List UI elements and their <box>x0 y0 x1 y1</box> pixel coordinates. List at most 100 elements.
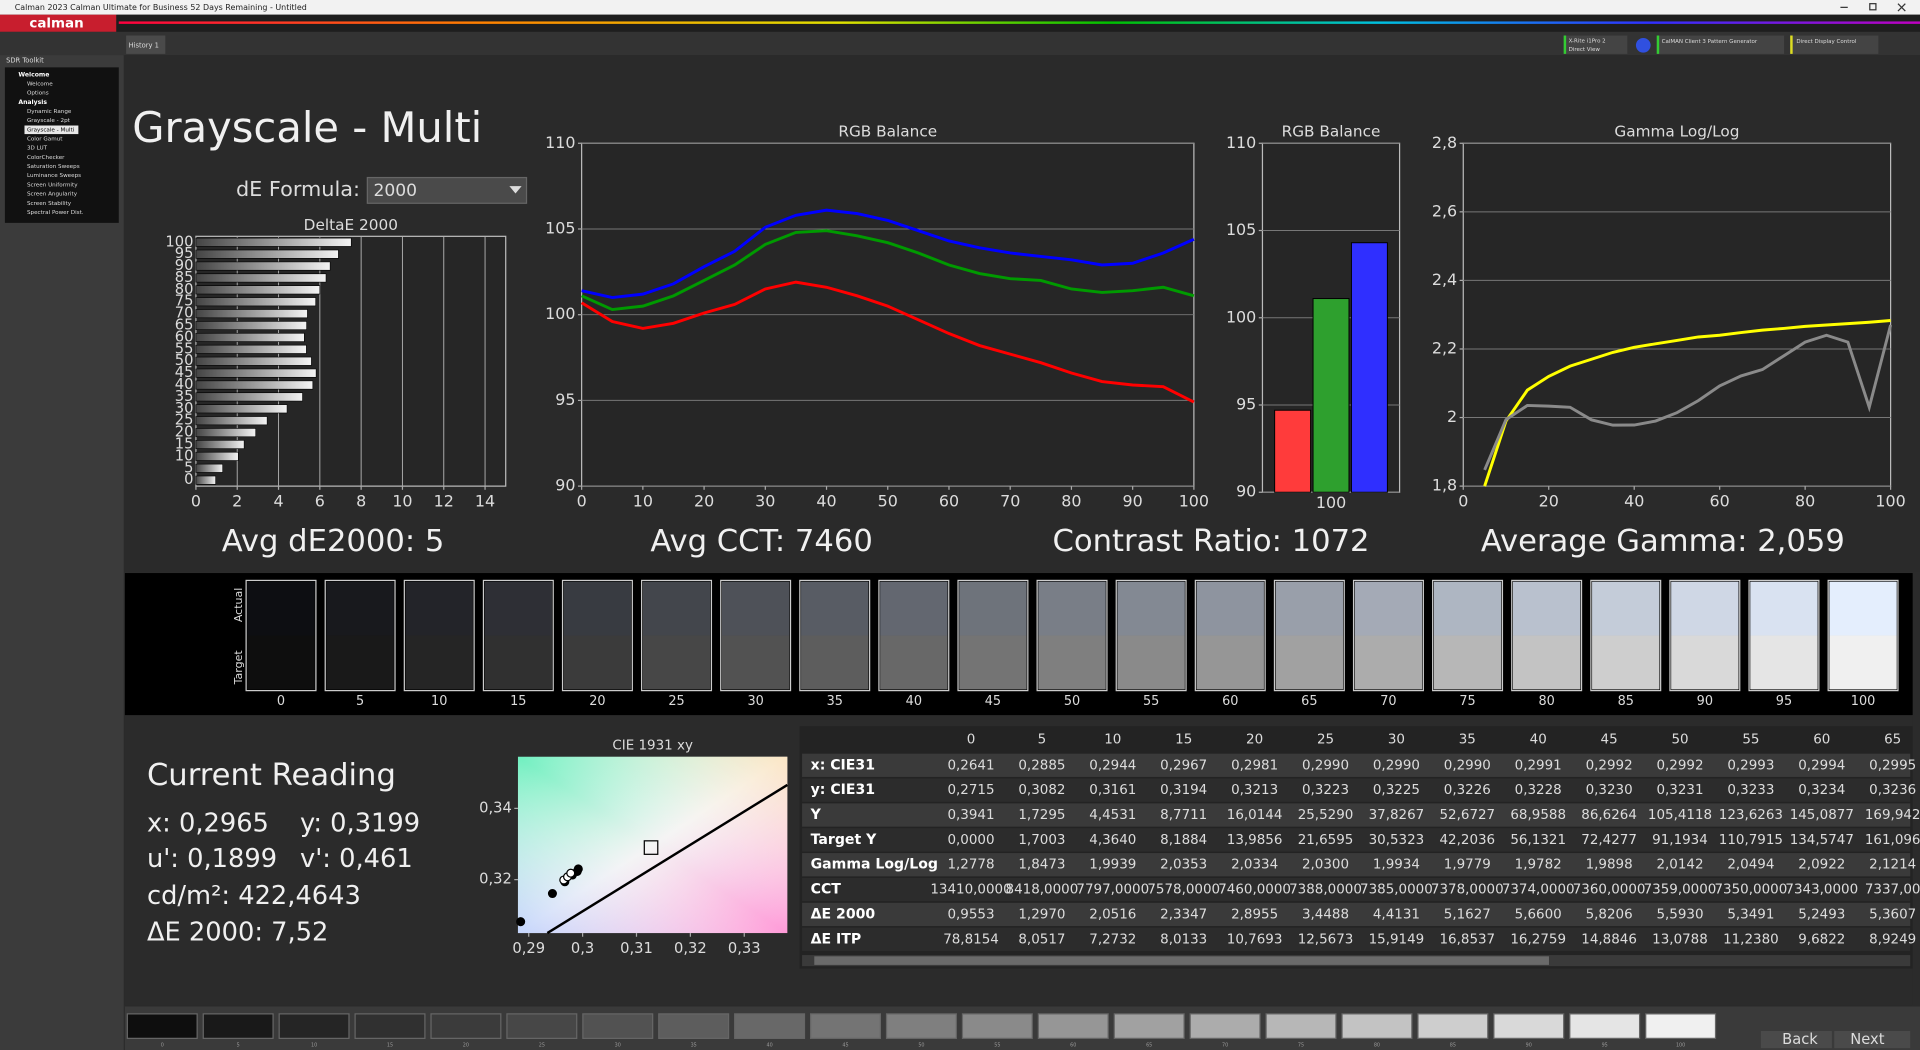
table-cell: 9,6822 <box>1798 932 1845 947</box>
table-cell: 5,3491 <box>1727 907 1774 922</box>
tab[interactable] <box>126 35 166 54</box>
table-cell: 3,4488 <box>1302 907 1349 922</box>
swatch-label: 85 <box>1618 694 1634 709</box>
tree-group[interactable]: Analysis <box>18 99 47 106</box>
row-header: ΔE 2000 <box>811 906 876 922</box>
strip-label: 30 <box>615 1043 621 1049</box>
formula-dropdown[interactable] <box>366 176 528 204</box>
tree-item[interactable]: Options <box>27 91 49 97</box>
dropdown-arrow <box>509 186 522 194</box>
strip-swatch[interactable] <box>1417 1013 1489 1039</box>
strip-swatch[interactable] <box>278 1013 350 1039</box>
next-label[interactable]: Next <box>1850 1031 1884 1048</box>
table-cell: 161,096 <box>1865 833 1920 848</box>
strip-swatch[interactable] <box>430 1013 502 1039</box>
x-tick-label: 0,31 <box>620 940 653 957</box>
table-cell: 1,9939 <box>1089 858 1136 873</box>
formula-value[interactable]: 2000 <box>373 181 417 201</box>
window-controls[interactable] <box>1840 3 1906 12</box>
table-cell: 1,9779 <box>1444 858 1491 873</box>
tree-group[interactable]: Welcome <box>18 72 49 79</box>
target-swatch <box>563 635 632 690</box>
target-swatch <box>1275 635 1344 690</box>
tree-item[interactable]: 3D LUT <box>27 146 48 152</box>
strip-swatch[interactable] <box>1569 1013 1641 1039</box>
table-row <box>802 753 1911 777</box>
column-header: 60 <box>1813 733 1830 748</box>
tree-item[interactable]: Dynamic Range <box>27 109 72 115</box>
back-label[interactable]: Back <box>1782 1031 1818 1048</box>
table-cell: 0,2995 <box>1869 758 1916 773</box>
swatch-label: 65 <box>1301 694 1317 709</box>
table-cell: 2,0922 <box>1798 858 1845 873</box>
strip-swatch[interactable] <box>354 1013 426 1039</box>
meter-icon[interactable] <box>1635 37 1651 53</box>
bar <box>195 463 224 473</box>
tree-item[interactable]: Screen Stability <box>27 201 72 207</box>
strip-swatch[interactable] <box>1341 1013 1413 1039</box>
y-tick-label: 90 <box>1236 482 1256 501</box>
meter-label[interactable]: X-Rite i1Pro 2 <box>1569 39 1606 45</box>
swatch-frame <box>1590 579 1662 692</box>
table-row <box>802 853 1911 877</box>
strip-swatch[interactable] <box>202 1013 274 1039</box>
strip-swatch[interactable] <box>1037 1013 1109 1039</box>
table-row <box>802 927 1911 951</box>
strip-swatch[interactable] <box>1493 1013 1565 1039</box>
tab-label[interactable]: History 1 <box>129 41 159 49</box>
strip-swatch[interactable] <box>506 1013 578 1039</box>
strip-swatch[interactable] <box>582 1013 654 1039</box>
back-button[interactable] <box>1760 1031 1832 1049</box>
table-cell: 2,0300 <box>1302 858 1349 873</box>
swatch-frame <box>1669 579 1741 692</box>
table-cell: 7359,0000 <box>1644 883 1717 898</box>
table-cell: 0,2990 <box>1444 758 1491 773</box>
strip-swatch[interactable] <box>126 1013 198 1039</box>
display-box[interactable] <box>1790 35 1879 54</box>
target-swatch <box>1592 635 1660 690</box>
table-cell: 7797,0000 <box>1076 883 1149 898</box>
bar <box>195 368 317 378</box>
table-cell: 78,8154 <box>943 932 999 947</box>
table-cell: 1,7003 <box>1018 833 1065 848</box>
strip-swatch[interactable] <box>734 1013 806 1039</box>
strip-swatch[interactable] <box>658 1013 730 1039</box>
scroll-thumb[interactable] <box>814 956 1549 965</box>
tree-item[interactable]: Grayscale - Multi <box>27 127 75 133</box>
swatch-label: 100 <box>1851 694 1876 709</box>
tree-item[interactable]: Luminance Sweeps <box>27 173 81 179</box>
table-cell: 5,6600 <box>1515 907 1562 922</box>
next-button[interactable] <box>1834 1031 1911 1049</box>
strip-swatch[interactable] <box>1189 1013 1261 1039</box>
x-tick-label: 40 <box>816 492 836 511</box>
tree-item[interactable]: Saturation Sweeps <box>27 164 80 170</box>
strip-swatch[interactable] <box>810 1013 882 1039</box>
tree-item[interactable]: Spectral Power Dist. <box>27 210 84 216</box>
x-tick-label: 0,29 <box>512 940 545 957</box>
actual-swatch <box>959 581 1027 636</box>
generator-box[interactable] <box>1656 35 1785 54</box>
strip-swatch[interactable] <box>1113 1013 1185 1039</box>
column-header: 45 <box>1601 733 1618 748</box>
swatch-label: 55 <box>1143 694 1159 709</box>
strip-swatch[interactable] <box>1645 1013 1717 1039</box>
tree-item[interactable]: Welcome <box>27 81 53 87</box>
y-tick-label: 5 <box>184 459 193 476</box>
table-cell: 0,3236 <box>1869 783 1916 798</box>
meter-box[interactable] <box>1563 35 1628 54</box>
tree-item[interactable]: Color Gamut <box>27 136 63 142</box>
strip-swatch[interactable] <box>1265 1013 1337 1039</box>
tree-item[interactable]: Grayscale - 2pt <box>27 118 71 124</box>
x-tick-label: 0,3 <box>571 940 594 957</box>
tree-item[interactable]: ColorChecker <box>27 155 65 161</box>
y-tick-label: 0 <box>184 471 193 488</box>
display-label[interactable]: Direct Display Control <box>1796 39 1857 45</box>
meter-label[interactable]: Direct View <box>1569 47 1601 53</box>
generator-label[interactable]: CalMAN Client 3 Pattern Generator <box>1662 39 1758 45</box>
tree-item[interactable]: Screen Uniformity <box>27 182 78 188</box>
table-cell: 72,4277 <box>1581 833 1637 848</box>
strip-swatch[interactable] <box>961 1013 1033 1039</box>
tree-item[interactable]: Screen Angularity <box>27 192 78 198</box>
strip-swatch[interactable] <box>885 1013 957 1039</box>
table-cell: 134,5747 <box>1790 833 1854 848</box>
